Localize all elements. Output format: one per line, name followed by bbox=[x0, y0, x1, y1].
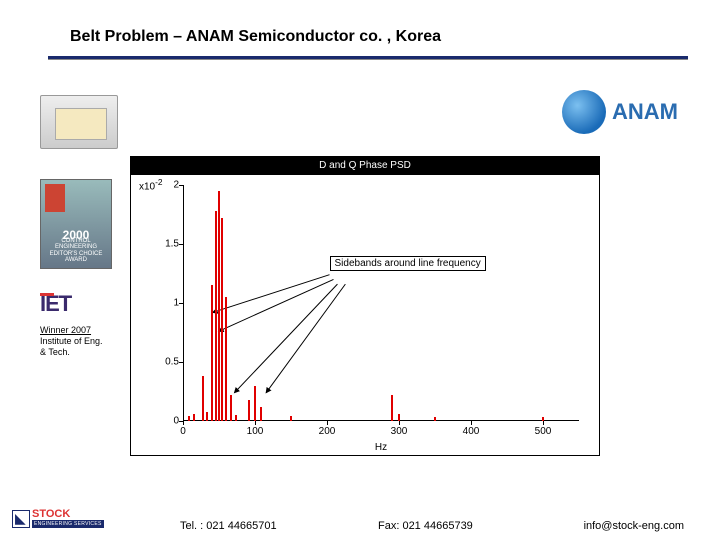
xtick-label: 400 bbox=[463, 426, 480, 437]
stock-mark-icon bbox=[12, 510, 30, 528]
psd-chart: D and Q Phase PSD x10-2 Hz Sidebands aro… bbox=[130, 156, 600, 456]
xtick-label: 300 bbox=[391, 426, 408, 437]
psd-bar bbox=[290, 416, 292, 421]
psd-bar bbox=[260, 407, 262, 421]
award-ribbon-icon bbox=[45, 184, 65, 212]
winner-line2: Institute of Eng. bbox=[40, 336, 120, 347]
plot-area: x10-2 Hz Sidebands around line frequency… bbox=[183, 185, 579, 421]
psd-bar bbox=[235, 415, 237, 421]
psd-bar bbox=[202, 376, 204, 421]
xtick-mark bbox=[471, 421, 472, 425]
xtick-mark bbox=[543, 421, 544, 425]
ytick-mark bbox=[179, 185, 183, 186]
xtick-label: 0 bbox=[180, 426, 186, 437]
stock-sub: ENGINEERING SERVICES bbox=[32, 520, 104, 528]
xtick-label: 100 bbox=[247, 426, 264, 437]
psd-bar bbox=[206, 412, 208, 421]
psd-bar bbox=[398, 414, 400, 421]
ytick-mark bbox=[179, 244, 183, 245]
x-axis-label: Hz bbox=[375, 442, 387, 453]
xtick-mark bbox=[183, 421, 184, 425]
annotation-arrows bbox=[183, 185, 579, 421]
ytick-label: 0.5 bbox=[153, 357, 179, 368]
award-sub: CONTROL ENGINEERING EDITOR'S CHOICE AWAR… bbox=[41, 238, 111, 264]
iet-bar-icon bbox=[40, 293, 54, 296]
ytick-label: 1 bbox=[153, 298, 179, 309]
footer-fax: Fax: 021 44665739 bbox=[378, 520, 473, 532]
psd-bar bbox=[542, 417, 544, 421]
sidebar: 2000 CONTROL ENGINEERING EDITOR'S CHOICE… bbox=[40, 95, 120, 357]
xtick-mark bbox=[255, 421, 256, 425]
psd-bar bbox=[391, 395, 393, 421]
winner-line3: & Tech. bbox=[40, 347, 120, 358]
psd-bar bbox=[434, 417, 436, 421]
ytick-mark bbox=[179, 303, 183, 304]
psd-bar bbox=[193, 414, 195, 421]
winner-line1: Winner 2007 bbox=[40, 325, 120, 336]
title-underline bbox=[48, 56, 688, 60]
device-image bbox=[40, 95, 118, 149]
stock-logo: STOCK ENGINEERING SERVICES bbox=[12, 509, 104, 528]
award-image: 2000 CONTROL ENGINEERING EDITOR'S CHOICE… bbox=[40, 179, 112, 269]
ytick-label: 0 bbox=[153, 416, 179, 427]
psd-bar bbox=[211, 285, 213, 421]
xtick-label: 500 bbox=[535, 426, 552, 437]
psd-bar bbox=[218, 191, 220, 421]
psd-bar bbox=[225, 297, 227, 421]
winner-caption: Winner 2007 Institute of Eng. & Tech. bbox=[40, 325, 120, 357]
psd-bar bbox=[188, 416, 190, 421]
xtick-mark bbox=[399, 421, 400, 425]
psd-bar bbox=[248, 400, 250, 421]
ytick-mark bbox=[179, 362, 183, 363]
psd-bar bbox=[254, 386, 256, 421]
anam-text: ANAM bbox=[612, 99, 678, 125]
y-axis bbox=[183, 185, 184, 421]
anam-logo: ANAM bbox=[562, 90, 678, 134]
xtick-mark bbox=[327, 421, 328, 425]
x-axis bbox=[183, 420, 579, 421]
stock-text: STOCK bbox=[32, 509, 104, 520]
psd-bar bbox=[230, 395, 232, 421]
ytick-label: 1.5 bbox=[153, 239, 179, 250]
chart-title: D and Q Phase PSD bbox=[131, 157, 599, 175]
annotation-box: Sidebands around line frequency bbox=[330, 256, 486, 271]
iet-logo: IET bbox=[40, 291, 112, 321]
footer-email: info@stock-eng.com bbox=[584, 520, 684, 532]
ytick-label: 2 bbox=[153, 180, 179, 191]
xtick-label: 200 bbox=[319, 426, 336, 437]
psd-bar bbox=[221, 218, 223, 421]
anam-globe-icon bbox=[562, 90, 606, 134]
psd-bar bbox=[215, 211, 217, 421]
footer-tel: Tel. : 021 44665701 bbox=[180, 520, 277, 532]
slide-title: Belt Problem – ANAM Semiconductor co. , … bbox=[70, 28, 441, 46]
